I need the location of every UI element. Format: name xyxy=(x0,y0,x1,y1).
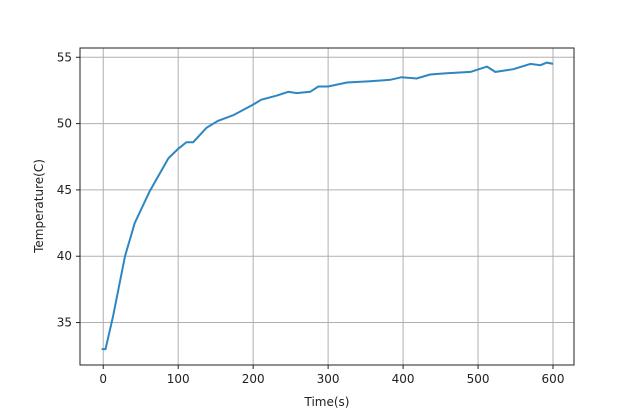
x-tick-label: 0 xyxy=(99,372,107,386)
y-tick-label: 40 xyxy=(57,249,72,263)
x-axis-label: Time(s) xyxy=(304,395,350,409)
x-tick-label: 300 xyxy=(317,372,340,386)
x-tick-label: 600 xyxy=(542,372,565,386)
x-tick-label: 400 xyxy=(392,372,415,386)
y-axis-label: Temperature(C) xyxy=(32,159,46,254)
grid xyxy=(80,48,574,365)
y-tick-label: 35 xyxy=(57,316,72,330)
y-tick-label: 45 xyxy=(57,183,72,197)
x-tick-label: 500 xyxy=(467,372,490,386)
ticks: 0 100 200 300 400 500 600 35 40 45 50 55 xyxy=(57,50,565,386)
y-tick-label: 55 xyxy=(57,50,72,64)
series-line xyxy=(101,61,554,351)
plot-frame xyxy=(79,47,575,366)
x-tick-label: 100 xyxy=(167,372,190,386)
x-tick-label: 200 xyxy=(242,372,265,386)
y-tick-label: 50 xyxy=(57,117,72,131)
